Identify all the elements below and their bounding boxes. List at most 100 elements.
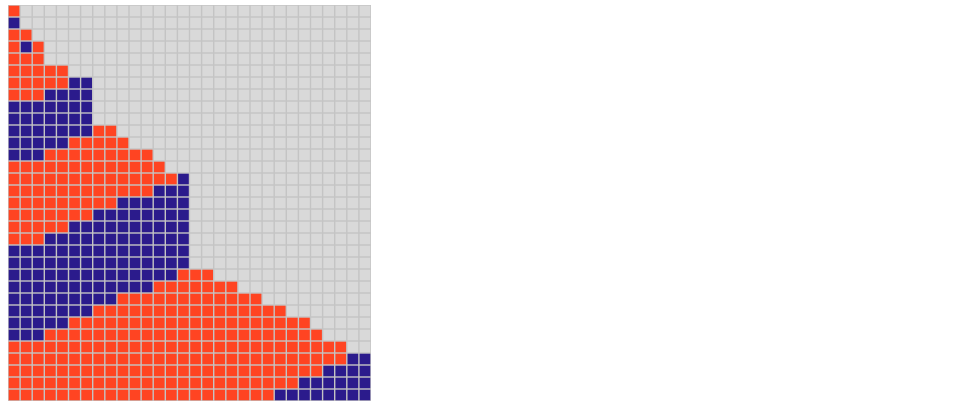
cell[interactable] bbox=[202, 101, 213, 113]
cell[interactable] bbox=[262, 77, 274, 89]
cell[interactable] bbox=[250, 161, 262, 173]
cell[interactable] bbox=[20, 5, 32, 17]
cell[interactable] bbox=[129, 377, 141, 389]
cell[interactable] bbox=[129, 29, 141, 41]
cell[interactable] bbox=[141, 209, 153, 221]
cell[interactable] bbox=[117, 5, 129, 17]
cell[interactable] bbox=[81, 233, 92, 245]
cell[interactable] bbox=[226, 17, 238, 29]
cell[interactable] bbox=[141, 149, 153, 161]
cell[interactable] bbox=[32, 329, 44, 341]
cell[interactable] bbox=[81, 185, 92, 197]
cell[interactable] bbox=[287, 257, 298, 269]
cell[interactable] bbox=[262, 65, 274, 77]
cell[interactable] bbox=[359, 77, 371, 89]
cell[interactable] bbox=[299, 281, 310, 293]
cell[interactable] bbox=[202, 365, 213, 377]
cell[interactable] bbox=[347, 353, 359, 365]
cell[interactable] bbox=[214, 281, 226, 293]
cell[interactable] bbox=[323, 41, 334, 53]
cell[interactable] bbox=[311, 65, 322, 77]
cell[interactable] bbox=[214, 5, 226, 17]
cell[interactable] bbox=[105, 41, 117, 53]
cell[interactable] bbox=[45, 197, 56, 209]
cell[interactable] bbox=[238, 233, 250, 245]
cell[interactable] bbox=[287, 305, 298, 317]
cell[interactable] bbox=[141, 233, 153, 245]
cell[interactable] bbox=[347, 185, 359, 197]
cell[interactable] bbox=[287, 317, 298, 329]
cell[interactable] bbox=[262, 161, 274, 173]
cell[interactable] bbox=[323, 317, 334, 329]
cell[interactable] bbox=[347, 365, 359, 377]
cell[interactable] bbox=[262, 17, 274, 29]
cell[interactable] bbox=[129, 101, 141, 113]
cell[interactable] bbox=[32, 113, 44, 125]
cell[interactable] bbox=[32, 233, 44, 245]
cell[interactable] bbox=[45, 329, 56, 341]
cell[interactable] bbox=[178, 209, 189, 221]
cell[interactable] bbox=[250, 77, 262, 89]
cell[interactable] bbox=[57, 29, 68, 41]
cell[interactable] bbox=[226, 245, 238, 257]
cell[interactable] bbox=[117, 65, 129, 77]
cell[interactable] bbox=[323, 365, 334, 377]
cell[interactable] bbox=[214, 245, 226, 257]
cell[interactable] bbox=[81, 293, 92, 305]
cell[interactable] bbox=[178, 197, 189, 209]
cell[interactable] bbox=[141, 257, 153, 269]
cell[interactable] bbox=[238, 53, 250, 65]
cell[interactable] bbox=[335, 305, 347, 317]
cell[interactable] bbox=[8, 197, 20, 209]
cell[interactable] bbox=[81, 305, 92, 317]
cell[interactable] bbox=[105, 329, 117, 341]
cell[interactable] bbox=[166, 173, 177, 185]
cell[interactable] bbox=[8, 41, 20, 53]
cell[interactable] bbox=[105, 197, 117, 209]
cell[interactable] bbox=[178, 5, 189, 17]
cell[interactable] bbox=[262, 113, 274, 125]
cell[interactable] bbox=[178, 353, 189, 365]
cell[interactable] bbox=[45, 29, 56, 41]
cell[interactable] bbox=[141, 17, 153, 29]
cell[interactable] bbox=[129, 53, 141, 65]
cell[interactable] bbox=[93, 173, 105, 185]
cell[interactable] bbox=[8, 233, 20, 245]
cell[interactable] bbox=[214, 233, 226, 245]
cell[interactable] bbox=[81, 341, 92, 353]
cell[interactable] bbox=[214, 137, 226, 149]
cell[interactable] bbox=[69, 137, 80, 149]
cell[interactable] bbox=[141, 269, 153, 281]
cell[interactable] bbox=[45, 353, 56, 365]
cell[interactable] bbox=[202, 353, 213, 365]
cell[interactable] bbox=[190, 209, 201, 221]
cell[interactable] bbox=[166, 257, 177, 269]
cell[interactable] bbox=[20, 65, 32, 77]
cell[interactable] bbox=[141, 89, 153, 101]
cell[interactable] bbox=[274, 341, 286, 353]
cell[interactable] bbox=[153, 89, 165, 101]
cell[interactable] bbox=[274, 365, 286, 377]
cell[interactable] bbox=[190, 5, 201, 17]
cell[interactable] bbox=[69, 245, 80, 257]
cell[interactable] bbox=[274, 269, 286, 281]
cell[interactable] bbox=[45, 53, 56, 65]
cell[interactable] bbox=[57, 221, 68, 233]
cell[interactable] bbox=[299, 161, 310, 173]
cell[interactable] bbox=[238, 29, 250, 41]
cell[interactable] bbox=[45, 161, 56, 173]
cell[interactable] bbox=[105, 233, 117, 245]
cell[interactable] bbox=[69, 29, 80, 41]
cell[interactable] bbox=[347, 341, 359, 353]
cell[interactable] bbox=[250, 173, 262, 185]
cell[interactable] bbox=[81, 125, 92, 137]
cell[interactable] bbox=[105, 305, 117, 317]
cell[interactable] bbox=[117, 389, 129, 401]
cell[interactable] bbox=[274, 29, 286, 41]
cell[interactable] bbox=[32, 365, 44, 377]
cell[interactable] bbox=[347, 29, 359, 41]
cell[interactable] bbox=[299, 257, 310, 269]
cell[interactable] bbox=[166, 341, 177, 353]
cell[interactable] bbox=[202, 305, 213, 317]
cell[interactable] bbox=[93, 17, 105, 29]
